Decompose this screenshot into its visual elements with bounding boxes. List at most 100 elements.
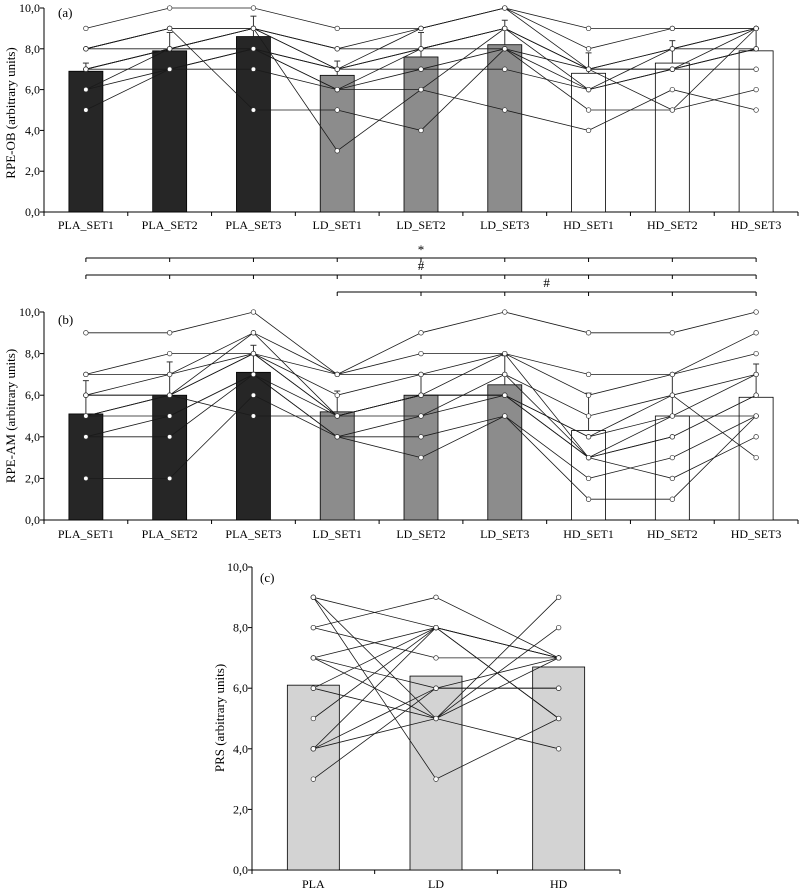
individual-point <box>556 594 562 600</box>
y-tick-label: 2,0 <box>25 471 40 485</box>
x-category-label: PLA_SET3 <box>225 218 281 232</box>
individual-point <box>310 655 316 661</box>
individual-point <box>753 46 759 52</box>
individual-point <box>167 66 173 72</box>
panel-label: (b) <box>58 312 73 327</box>
individual-point <box>753 371 759 378</box>
individual-point <box>585 107 592 113</box>
x-category-label: LD_SET1 <box>313 527 362 541</box>
individual-point <box>433 594 439 600</box>
y-tick-label: 0,0 <box>25 513 40 527</box>
x-category-label: HD <box>550 877 568 891</box>
individual-point <box>585 46 592 52</box>
individual-point <box>334 434 340 440</box>
x-category-label: HD_SET2 <box>647 218 698 232</box>
bar-hd-set1 <box>571 72 606 213</box>
x-category-label: LD_SET2 <box>396 527 445 541</box>
individual-point <box>334 107 340 113</box>
individual-point <box>753 86 759 93</box>
individual-point <box>753 350 759 357</box>
individual-point <box>585 127 592 134</box>
y-tick-label: 4,0 <box>25 430 40 444</box>
x-category-label: LD <box>428 877 444 891</box>
individual-point <box>433 624 439 631</box>
individual-point <box>250 5 257 11</box>
individual-point <box>418 25 424 32</box>
x-category-label: LD_SET3 <box>480 218 529 232</box>
panel-b-chart: (b) RPE-AM (arbitrary units) 0,0 2,0 4,0 6,… <box>3 242 799 541</box>
individual-point <box>334 413 340 419</box>
individual-point <box>334 371 340 378</box>
y-tick-label: 10,0 <box>19 1 40 15</box>
individual-point <box>167 371 173 378</box>
panel-label: (a) <box>58 5 72 20</box>
bar-hd <box>532 666 586 871</box>
individual-point <box>585 434 592 440</box>
y-tick-label: 8,0 <box>233 621 248 635</box>
individual-point <box>83 46 89 52</box>
individual-point <box>556 746 562 752</box>
individual-point <box>250 371 257 378</box>
individual-point <box>310 594 316 600</box>
x-category-label: PLA_SET1 <box>58 527 114 541</box>
significance-label: * <box>418 242 425 257</box>
individual-point <box>753 107 759 113</box>
individual-point <box>250 107 257 113</box>
individual-point <box>585 413 592 419</box>
individual-point <box>83 475 89 482</box>
individual-point <box>753 392 759 398</box>
significance-label: # <box>543 275 550 290</box>
bar-ld-set1 <box>319 74 355 213</box>
individual-point <box>585 25 592 32</box>
individual-point <box>502 350 508 357</box>
bar-hd-set2 <box>654 415 690 521</box>
individual-point <box>585 66 592 72</box>
individual-point <box>418 66 424 72</box>
bar-ld-set2 <box>403 56 439 213</box>
panel-a-chart: (a) RPE-OB (arbitrary units) 0,0 2,0 4,0 6,… <box>3 1 799 232</box>
x-category-label: PLA_SET2 <box>142 527 198 541</box>
y-tick-label: 6,0 <box>25 83 40 97</box>
y-tick-label: 4,0 <box>233 742 248 756</box>
individual-point <box>753 434 759 440</box>
individual-point <box>310 776 316 782</box>
individual-point <box>433 776 439 782</box>
individual-point <box>585 86 592 93</box>
individual-point <box>167 350 173 357</box>
x-category-label: PLA_SET2 <box>142 218 198 232</box>
individual-point <box>585 330 592 336</box>
individual-point <box>334 86 340 93</box>
y-tick-label: 10,0 <box>227 560 248 574</box>
individual-point <box>167 25 173 32</box>
individual-point <box>585 454 592 461</box>
individual-point <box>433 715 439 722</box>
individual-point <box>502 392 508 398</box>
x-category-label: PLA_SET3 <box>225 527 281 541</box>
individual-point <box>418 46 424 52</box>
x-category-label: HD_SET3 <box>731 527 782 541</box>
individual-point <box>167 330 173 336</box>
y-tick-label: 10,0 <box>19 305 40 319</box>
x-category-label: PLA <box>302 877 325 891</box>
individual-point <box>433 655 439 661</box>
x-category-label: HD_SET3 <box>731 218 782 232</box>
individual-point <box>502 66 508 72</box>
individual-point <box>167 434 173 440</box>
individual-point <box>334 46 340 52</box>
individual-point <box>83 86 89 93</box>
individual-point <box>250 66 257 72</box>
individual-point <box>418 127 424 134</box>
individual-point <box>83 392 89 398</box>
individual-point <box>250 350 257 357</box>
bar-ld <box>409 675 463 871</box>
individual-point <box>669 107 675 113</box>
bar-pla-set1 <box>68 70 104 213</box>
y-axis-title: RPE-OB (arbitrary units) <box>3 47 18 178</box>
individual-point <box>418 330 424 336</box>
individual-point <box>502 371 508 378</box>
individual-point <box>167 5 173 11</box>
individual-point <box>167 392 173 398</box>
y-tick-label: 2,0 <box>233 802 248 816</box>
individual-point <box>83 107 89 113</box>
